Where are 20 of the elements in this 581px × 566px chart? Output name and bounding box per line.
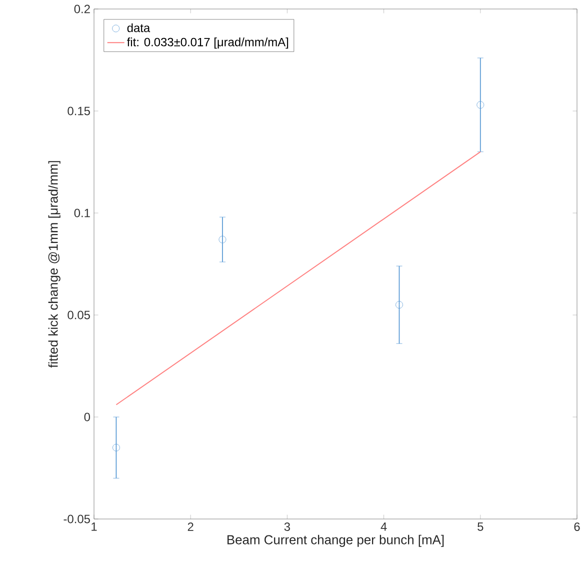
- x-tick-label: 5: [478, 522, 484, 531]
- y-axis-title: fitted kick change @1mm [μrad/mm]: [48, 161, 60, 368]
- y-tick-label: -0.05: [64, 514, 90, 524]
- y-tick-label: 0: [84, 412, 90, 422]
- x-tick-label: 6: [574, 522, 580, 531]
- y-tick-label: 0.05: [68, 310, 90, 320]
- point: [476, 101, 484, 109]
- x-tick-label: 1: [92, 522, 97, 531]
- point: [112, 444, 120, 452]
- y-tick-label: 0.2: [74, 4, 90, 14]
- x-tick-label: 4: [380, 522, 387, 531]
- y-tick-label: 0.15: [68, 106, 90, 116]
- point: [396, 301, 403, 308]
- y-tick-label: 0.1: [74, 208, 90, 218]
- legend-label: data: [127, 23, 150, 32]
- x-tick-label: 3: [284, 522, 290, 531]
- x-tick-label: 2: [188, 522, 194, 531]
- legend-label: fit: 0.033±0.017 [μrad/mm/mA]: [127, 38, 288, 49]
- point: [218, 236, 226, 244]
- x-axis-title: Beam Current change per bunch [mA]: [227, 534, 444, 547]
